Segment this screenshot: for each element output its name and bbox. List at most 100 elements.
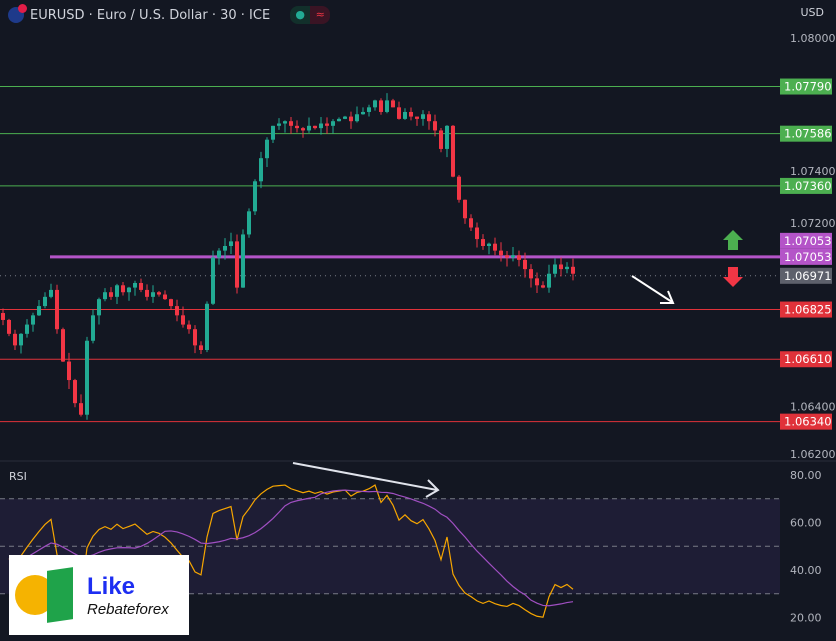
candle-body (343, 116, 347, 119)
symbol-header[interactable]: EURUSD · Euro / U.S. Dollar · 30 · ICE ●… (8, 4, 331, 24)
candle (289, 116, 293, 134)
candle-body (55, 289, 59, 330)
level-label-bg (780, 301, 832, 318)
level-label: 1.07790 (784, 80, 832, 94)
candle (415, 116, 419, 126)
candle-body (181, 315, 185, 325)
candle-body (355, 114, 359, 122)
candle-body (325, 123, 329, 126)
candle (445, 125, 449, 158)
candle (241, 229, 245, 288)
candle-body (385, 100, 389, 112)
candle-body (133, 282, 137, 288)
candle-body (265, 139, 269, 159)
candle-body (109, 292, 113, 297)
candle-body (361, 111, 365, 115)
level-label-bg (780, 413, 832, 430)
candle-body (289, 121, 293, 126)
candle-body (547, 273, 551, 288)
candle-body (499, 250, 503, 256)
candle (325, 117, 329, 134)
candle (145, 284, 149, 301)
candle (433, 114, 437, 137)
candle-body (403, 111, 407, 119)
candle-body (259, 158, 263, 182)
candle-body (457, 176, 461, 200)
candle-body (229, 241, 233, 246)
candle-body (541, 285, 545, 288)
currency-selector[interactable]: USD (800, 6, 824, 19)
candle-body (49, 289, 53, 297)
candle (265, 137, 269, 168)
candle (211, 250, 215, 305)
dollar-bill-icon (47, 567, 73, 623)
candle-body (559, 264, 563, 270)
wave-icon: ≈ (310, 6, 331, 24)
candle (439, 127, 443, 153)
candle (421, 110, 425, 126)
candle (487, 242, 491, 255)
candle-body (505, 255, 509, 258)
candle-body (283, 121, 287, 124)
candle-body (481, 239, 485, 246)
candle (91, 309, 95, 344)
candle-body (535, 278, 539, 286)
rsi-line (8, 484, 574, 618)
rsi-tick: 40.00 (790, 564, 822, 577)
candle-body (187, 324, 191, 330)
candle (343, 115, 347, 120)
candle-body (211, 257, 215, 304)
candle-body (205, 303, 209, 350)
rsi-ma-line (8, 489, 574, 607)
candle (427, 111, 431, 130)
candle (505, 251, 509, 267)
extra-price-label: 1.07053 (784, 234, 832, 248)
candle-body (313, 125, 317, 129)
level-label: 1.06825 (784, 303, 832, 317)
candle (475, 222, 479, 248)
candle-body (379, 100, 383, 112)
candle-body (103, 292, 107, 300)
candle (535, 272, 539, 293)
candle (205, 301, 209, 353)
candle (517, 250, 521, 267)
candle (295, 120, 299, 133)
extra-label-bg (780, 267, 832, 284)
level-label: 1.06610 (784, 352, 832, 366)
candle-body (421, 114, 425, 119)
candle (457, 174, 461, 203)
candle (541, 281, 545, 289)
up-arrow-icon (723, 230, 743, 250)
candle (31, 312, 35, 332)
candle-body (73, 380, 77, 404)
candle (355, 106, 359, 123)
candle-body (337, 118, 341, 122)
candle (37, 300, 41, 317)
price-tick: 1.08000 (790, 32, 836, 45)
candle (529, 264, 533, 288)
candle-body (127, 287, 131, 293)
candle (115, 283, 119, 304)
candle-body (223, 245, 227, 251)
candle (337, 117, 341, 122)
candle (199, 341, 203, 355)
market-status[interactable]: ● ≈ (290, 6, 331, 24)
level-label-bg (780, 125, 832, 142)
candle (463, 199, 467, 224)
logo-rebateforex: Rebateforex (87, 600, 169, 618)
candle (571, 258, 575, 281)
divergence-arrow (292, 462, 440, 498)
candle-body (277, 123, 281, 126)
candle-body (445, 125, 449, 149)
candle (361, 107, 365, 115)
candle (451, 125, 455, 178)
candle-body (319, 123, 323, 129)
candle (469, 214, 473, 231)
level-label-bg (780, 177, 832, 194)
candle (547, 264, 551, 293)
level-label: 1.07586 (784, 127, 832, 141)
candle (157, 290, 161, 297)
candle-body (475, 227, 479, 240)
candle (385, 93, 389, 114)
